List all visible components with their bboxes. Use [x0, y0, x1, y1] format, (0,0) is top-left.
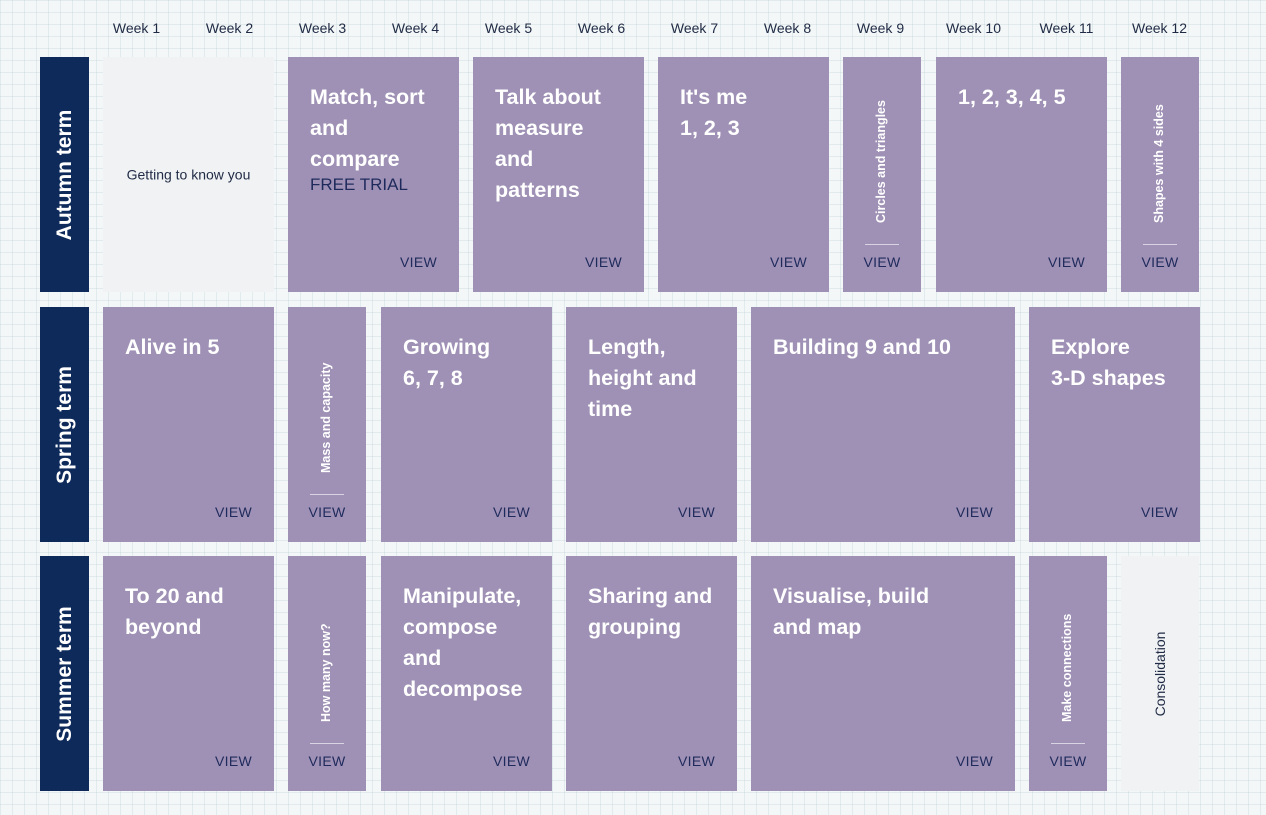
card-building-9-10[interactable]: Building 9 and 10 VIEW	[751, 307, 1015, 542]
card-its-me[interactable]: It's me 1, 2, 3 VIEW	[658, 57, 829, 292]
view-link[interactable]: VIEW	[1049, 753, 1087, 769]
card-title: How many now?	[319, 623, 333, 722]
card-circles-triangles[interactable]: Circles and triangles VIEW	[843, 57, 921, 292]
card-title: Mass and capacity	[319, 362, 333, 473]
view-link[interactable]: VIEW	[493, 753, 530, 769]
card-growing[interactable]: Growing 6, 7, 8 VIEW	[381, 307, 552, 542]
view-link[interactable]: VIEW	[863, 254, 901, 270]
divider	[1051, 743, 1085, 744]
view-link[interactable]: VIEW	[493, 504, 530, 520]
divider	[310, 743, 344, 744]
free-trial-badge: FREE TRIAL	[310, 175, 408, 194]
view-link[interactable]: VIEW	[308, 504, 346, 520]
view-link[interactable]: VIEW	[956, 504, 993, 520]
week-header-4: Week 4	[391, 20, 440, 36]
week-header-11: Week 11	[1039, 20, 1094, 36]
card-title: Length, height and time	[588, 335, 697, 421]
card-talk-about-measure[interactable]: Talk about measure and patterns VIEW	[473, 57, 644, 292]
view-link[interactable]: VIEW	[215, 504, 252, 520]
card-visualise-build-map[interactable]: Visualise, build and map VIEW	[751, 556, 1015, 791]
view-link[interactable]: VIEW	[956, 753, 993, 769]
card-text: Consolidation	[1152, 631, 1168, 716]
week-header-7: Week 7	[670, 20, 719, 36]
term-label-spring: Spring term	[40, 307, 89, 542]
card-match-sort-compare[interactable]: Match, sort and compare FREE TRIAL VIEW	[288, 57, 459, 292]
week-header-6: Week 6	[577, 20, 626, 36]
card-consolidation: Consolidation	[1121, 556, 1199, 791]
term-label-text: Spring term	[52, 365, 76, 484]
week-header-3: Week 3	[298, 20, 347, 36]
card-how-many-now[interactable]: How many now? VIEW	[288, 556, 366, 791]
term-label-autumn: Autumn term	[40, 57, 89, 292]
card-title: Alive in 5	[125, 335, 220, 359]
view-link[interactable]: VIEW	[678, 753, 715, 769]
view-link[interactable]: VIEW	[678, 504, 715, 520]
card-title: Explore 3-D shapes	[1051, 335, 1166, 390]
card-make-connections[interactable]: Make connections VIEW	[1029, 556, 1107, 791]
view-link[interactable]: VIEW	[585, 254, 622, 270]
card-title: Growing 6, 7, 8	[403, 335, 491, 390]
card-title: Make connections	[1060, 613, 1074, 722]
card-title: 1, 2, 3, 4, 5	[958, 85, 1066, 109]
week-header-2: Week 2	[205, 20, 254, 36]
view-link[interactable]: VIEW	[1048, 254, 1085, 270]
card-title: Visualise, build and map	[773, 584, 930, 639]
week-header-5: Week 5	[484, 20, 533, 36]
week-header-9: Week 9	[856, 20, 905, 36]
card-title: To 20 and beyond	[125, 584, 224, 639]
card-title: Sharing and grouping	[588, 584, 713, 639]
card-sharing-grouping[interactable]: Sharing and grouping VIEW	[566, 556, 737, 791]
card-text: Getting to know you	[126, 166, 251, 182]
card-title: Talk about measure and patterns	[495, 85, 601, 202]
card-title: Circles and triangles	[874, 100, 888, 223]
card-shapes-4-sides[interactable]: Shapes with 4 sides VIEW	[1121, 57, 1199, 292]
view-link[interactable]: VIEW	[1141, 254, 1179, 270]
card-to-20-beyond[interactable]: To 20 and beyond VIEW	[103, 556, 274, 791]
term-label-summer: Summer term	[40, 556, 89, 791]
card-title: Shapes with 4 sides	[1152, 104, 1166, 223]
card-title: Manipulate, compose and decompose	[403, 584, 523, 701]
view-link[interactable]: VIEW	[215, 753, 252, 769]
divider	[1143, 244, 1177, 245]
week-header-12: Week 12	[1132, 20, 1187, 36]
view-link[interactable]: VIEW	[308, 753, 346, 769]
divider	[865, 244, 899, 245]
card-explore-3d-shapes[interactable]: Explore 3-D shapes VIEW	[1029, 307, 1200, 542]
card-one-to-five[interactable]: 1, 2, 3, 4, 5 VIEW	[936, 57, 1107, 292]
week-header-1: Week 1	[112, 20, 161, 36]
week-header-10: Week 10	[946, 20, 1001, 36]
term-label-text: Summer term	[52, 605, 76, 742]
card-title: Match, sort and compare	[310, 85, 425, 171]
card-alive-in-5[interactable]: Alive in 5 VIEW	[103, 307, 274, 542]
card-getting-to-know-you: Getting to know you	[103, 57, 274, 292]
view-link[interactable]: VIEW	[1141, 504, 1178, 520]
card-title: It's me 1, 2, 3	[680, 85, 748, 140]
card-manipulate-compose[interactable]: Manipulate, compose and decompose VIEW	[381, 556, 552, 791]
divider	[310, 494, 344, 495]
card-title: Building 9 and 10	[773, 335, 951, 359]
term-label-text: Autumn term	[52, 109, 76, 240]
view-link[interactable]: VIEW	[400, 254, 437, 270]
week-header-8: Week 8	[763, 20, 812, 36]
view-link[interactable]: VIEW	[770, 254, 807, 270]
card-mass-capacity[interactable]: Mass and capacity VIEW	[288, 307, 366, 542]
card-length-height-time[interactable]: Length, height and time VIEW	[566, 307, 737, 542]
